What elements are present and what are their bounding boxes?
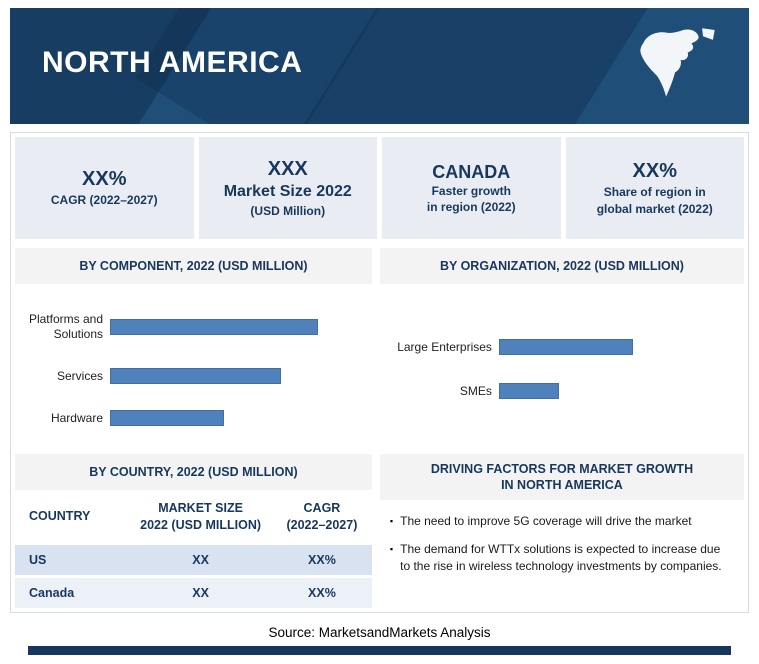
stat-label: in region (2022): [426, 200, 516, 215]
bar-track: [110, 410, 358, 426]
driving-factors-list: ▪ The need to improve 5G coverage will d…: [380, 500, 744, 575]
table-row-canada: Canada XX XX%: [15, 577, 372, 608]
cell-market-size: XX: [192, 585, 209, 600]
bar-track: [498, 339, 730, 355]
bar-row: Services: [19, 368, 358, 384]
stat-fastest-growing-country: CANADA Faster growth in region (2022): [382, 137, 561, 239]
driving-title-line: DRIVING FACTORS FOR MARKET GROWTH: [430, 461, 694, 476]
content-frame: XX% CAGR (2022–2027) XXX Market Size 202…: [10, 132, 749, 613]
square-bullet-icon: ▪: [389, 516, 394, 526]
stat-value: XX%: [82, 168, 127, 191]
bar-category-label: SMEs: [459, 383, 492, 398]
driving-factor-text: The need to improve 5G coverage will dri…: [400, 514, 692, 528]
column-header-cagr: CAGR (2022–2027): [272, 500, 372, 534]
page-title: NORTH AMERICA: [42, 46, 303, 79]
cell-country: Canada: [29, 585, 75, 600]
column-header-country: COUNTRY: [29, 509, 91, 524]
stat-box-row: XX% CAGR (2022–2027) XXX Market Size 202…: [15, 137, 744, 239]
component-bar-chart: Platforms and Solutions Services Hardwar…: [15, 284, 372, 454]
stat-cagr: XX% CAGR (2022–2027): [15, 137, 194, 239]
region-banner: NORTH AMERICA: [10, 8, 749, 124]
north-america-map-icon: [640, 28, 715, 97]
column-header-market-size: MARKET SIZE 2022 (USD MILLION): [129, 500, 272, 534]
driving-title-line: IN NORTH AMERICA: [501, 478, 623, 492]
stat-region-share: XX% Share of region in global market (20…: [565, 137, 744, 239]
bar-track: [110, 368, 358, 384]
bar-row: Platforms and Solutions: [19, 312, 358, 342]
bar-category-label: Hardware: [50, 410, 103, 425]
section-title-by-component: BY COMPONENT, 2022 (USD MILLION): [15, 248, 372, 284]
stat-label: CAGR (2022–2027): [50, 193, 158, 208]
stat-label: (USD Million): [250, 203, 326, 218]
left-column: BY COMPONENT, 2022 (USD MILLION) Platfor…: [15, 248, 372, 608]
stat-market-size: XXX Market Size 2022 (USD Million): [198, 137, 377, 239]
cell-country: US: [29, 552, 47, 567]
bar-track: [110, 319, 358, 335]
stat-label: Faster growth: [431, 184, 511, 199]
right-column: BY ORGANIZATION, 2022 (USD MILLION) Larg…: [379, 248, 744, 608]
bar-category-label: Large Enterprises: [397, 339, 492, 354]
column-header-line: CAGR: [303, 501, 341, 515]
bar-platforms-solutions: [110, 319, 319, 335]
driving-factor-item: ▪ The need to improve 5G coverage will d…: [390, 513, 730, 530]
bar-track: [498, 383, 730, 399]
country-table: COUNTRY MARKET SIZE 2022 (USD MILLION) C…: [15, 490, 372, 608]
bar-row: Hardware: [19, 410, 358, 426]
table-row-us: US XX XX%: [15, 544, 372, 575]
bar-row: SMEs: [384, 383, 730, 399]
stat-value: XX%: [632, 160, 677, 183]
bar-large-enterprises: [498, 339, 633, 355]
bar-smes: [498, 383, 559, 399]
organization-bar-chart: Large Enterprises SMEs: [380, 284, 744, 454]
cell-market-size: XX: [192, 552, 209, 567]
bottom-divider-bar: [28, 645, 731, 655]
bar-category-label: Services: [56, 368, 103, 383]
column-header-line: (2022–2027): [286, 517, 358, 532]
stat-value: CANADA: [432, 161, 511, 182]
section-title-by-organization: BY ORGANIZATION, 2022 (USD MILLION): [379, 248, 744, 284]
section-title-by-country: BY COUNTRY, 2022 (USD MILLION): [15, 454, 372, 490]
source-attribution: Source: MarketsandMarkets Analysis: [268, 624, 491, 640]
square-bullet-icon: ▪: [389, 544, 394, 555]
column-header-line: MARKET SIZE: [158, 501, 243, 515]
country-table-header: COUNTRY MARKET SIZE 2022 (USD MILLION) C…: [15, 490, 372, 542]
driving-factor-item: ▪ The demand for WTTx solutions is expec…: [390, 541, 730, 575]
stat-label: Market Size 2022: [223, 183, 352, 200]
column-header-line: 2022 (USD MILLION): [140, 517, 262, 532]
stat-label: global market (2022): [596, 201, 713, 216]
cell-cagr: XX%: [308, 585, 336, 600]
bar-row: Large Enterprises: [384, 339, 730, 355]
bar-hardware: [110, 410, 225, 426]
driving-factor-text: The demand for WTTx solutions is expecte…: [400, 542, 722, 573]
section-title-driving-factors: DRIVING FACTORS FOR MARKET GROWTH IN NOR…: [379, 454, 744, 500]
bar-category-label: Platforms and Solutions: [28, 312, 103, 341]
two-column-layout: BY COMPONENT, 2022 (USD MILLION) Platfor…: [15, 248, 744, 608]
stat-value: XXX: [267, 158, 308, 180]
cell-cagr: XX%: [308, 552, 336, 567]
bar-services: [110, 368, 282, 384]
stat-label: Share of region in: [603, 185, 706, 200]
